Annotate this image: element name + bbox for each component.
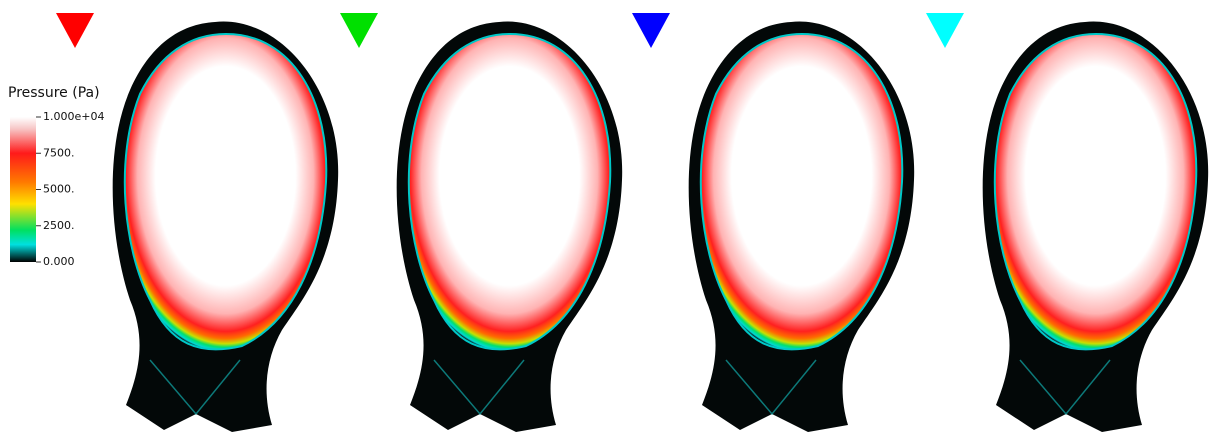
colorbar-tick-label: 5000. (43, 183, 75, 196)
panels (56, 13, 1208, 432)
marker-triangle (632, 13, 670, 48)
colorbar-tick-label: 1.000e+04 (43, 110, 104, 123)
colorbar-tick-label: 2500. (43, 219, 75, 232)
plasma-panel (632, 13, 914, 432)
colorbar-ticks: 1.000e+04 7500. 5000. 2500. 0.000 (36, 110, 104, 268)
marker-triangle (340, 13, 378, 48)
plasma-panel (340, 13, 622, 432)
marker-triangle (56, 13, 94, 48)
colorbar-tick-label: 7500. (43, 146, 75, 159)
colorbar-tick-label: 0.000 (43, 255, 75, 268)
figure: Pressure (Pa) 1.000e+04 7500. 5000. 2500. 0.… (0, 0, 1214, 434)
colorbar-title: Pressure (Pa) (8, 85, 100, 101)
colorbar (10, 117, 36, 262)
page: Pressure (Pa) 1.000e+04 7500. 5000. 2500. 0.… (0, 0, 1214, 434)
marker-triangle (926, 13, 964, 48)
plasma-panel (926, 13, 1208, 432)
plasma-panel (56, 13, 338, 432)
